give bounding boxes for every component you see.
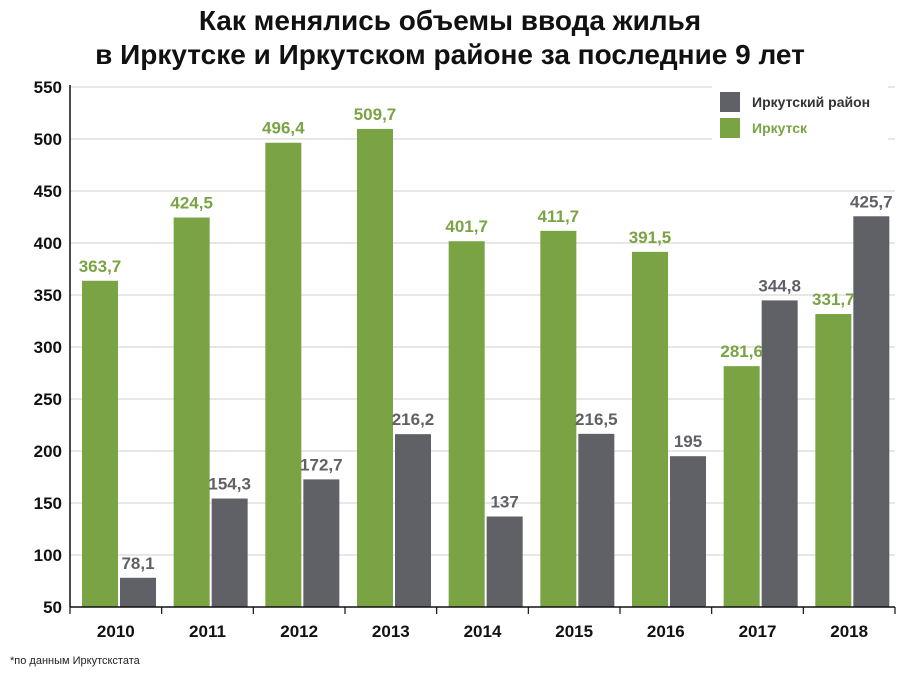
y-tick-label: 300 xyxy=(34,338,62,357)
data-label: 195 xyxy=(674,432,702,451)
bar xyxy=(211,498,248,607)
data-label: 509,7 xyxy=(354,105,397,124)
bar xyxy=(120,577,156,607)
legend-label: Иркутск xyxy=(752,120,808,136)
chart-title-line-1: Как менялись объемы ввода жилья xyxy=(198,5,702,36)
data-label: 496,4 xyxy=(262,119,305,138)
data-label: 137 xyxy=(490,493,518,512)
data-label: 411,7 xyxy=(538,207,580,226)
bar xyxy=(173,217,210,607)
axes: 50 100 150 200 250 300 350 400 450 500 550 2010 2011… xyxy=(34,78,896,641)
data-label: 425,7 xyxy=(850,192,893,211)
y-tick-label: 150 xyxy=(34,494,62,513)
x-tick-label: 2012 xyxy=(280,622,318,641)
y-tick-label: 250 xyxy=(34,390,62,409)
bar xyxy=(448,241,485,607)
y-tick-label: 350 xyxy=(34,286,62,305)
data-label: 424,5 xyxy=(170,194,213,213)
footnote: *по данным Иркутскстата xyxy=(10,655,140,667)
legend-box xyxy=(712,86,888,146)
bar xyxy=(265,142,302,607)
x-tick-label: 2014 xyxy=(464,622,502,641)
data-label: 216,5 xyxy=(575,410,618,429)
legend-label: Иркутский район xyxy=(752,94,870,110)
legend: Иркутский район Иркутск xyxy=(712,86,888,146)
y-tick-label: 100 xyxy=(34,546,62,565)
y-tick-label: 550 xyxy=(34,78,62,97)
bar xyxy=(357,128,393,608)
data-label: 154,3 xyxy=(208,475,251,494)
bar xyxy=(853,216,890,607)
data-label: 363,7 xyxy=(79,257,122,276)
y-tick-label: 450 xyxy=(34,182,62,201)
x-tick-label: 2015 xyxy=(555,622,593,641)
data-label: 391,5 xyxy=(629,228,672,247)
data-labels: 363,7 78,1 424,5 154,3 496,4 172,7 509,7 216,2 4… xyxy=(79,105,893,573)
bar xyxy=(723,366,760,607)
bar xyxy=(761,300,798,607)
bar xyxy=(486,516,523,607)
data-label: 281,6 xyxy=(720,342,763,361)
x-tick-label: 2018 xyxy=(830,622,868,641)
data-label: 331,7 xyxy=(812,290,855,309)
data-label: 216,2 xyxy=(392,410,435,429)
bar xyxy=(815,314,852,607)
y-tick-label: 400 xyxy=(34,234,62,253)
bar xyxy=(540,230,577,607)
bar xyxy=(632,251,668,607)
y-tick-label: 50 xyxy=(43,598,62,617)
y-tick-label: 500 xyxy=(34,130,62,149)
bar xyxy=(395,434,431,607)
data-label: 344,8 xyxy=(758,276,801,295)
x-tick-label: 2011 xyxy=(189,622,226,641)
y-tick-label: 200 xyxy=(34,442,62,461)
bar xyxy=(303,479,340,607)
data-label: 172,7 xyxy=(300,455,343,474)
bars xyxy=(82,128,890,608)
bar xyxy=(670,456,706,607)
x-tick-label: 2010 xyxy=(97,622,135,641)
x-tick-label: 2017 xyxy=(739,622,777,641)
x-tick-label: 2016 xyxy=(647,622,685,641)
data-label: 78,1 xyxy=(121,554,154,573)
data-label: 401,7 xyxy=(445,217,488,236)
chart-title: Как менялись объемы ввода жилья в Иркутс… xyxy=(0,4,900,72)
chart-title-line-2: в Иркутске и Иркутском районе за последн… xyxy=(95,39,805,70)
legend-swatch xyxy=(720,118,740,138)
x-tick-label: 2013 xyxy=(372,622,410,641)
bar xyxy=(82,280,118,607)
legend-swatch xyxy=(720,92,740,112)
bar xyxy=(578,433,615,607)
